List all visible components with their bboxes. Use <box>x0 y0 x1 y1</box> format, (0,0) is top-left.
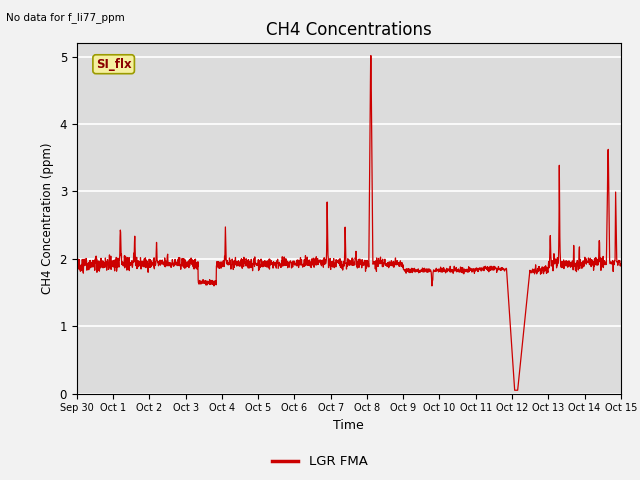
Legend: LGR FMA: LGR FMA <box>267 450 373 473</box>
Y-axis label: CH4 Concentration (ppm): CH4 Concentration (ppm) <box>41 143 54 294</box>
X-axis label: Time: Time <box>333 419 364 432</box>
Text: No data for f_li77_ppm: No data for f_li77_ppm <box>6 12 125 23</box>
Title: CH4 Concentrations: CH4 Concentrations <box>266 21 431 39</box>
Text: SI_flx: SI_flx <box>96 58 131 71</box>
